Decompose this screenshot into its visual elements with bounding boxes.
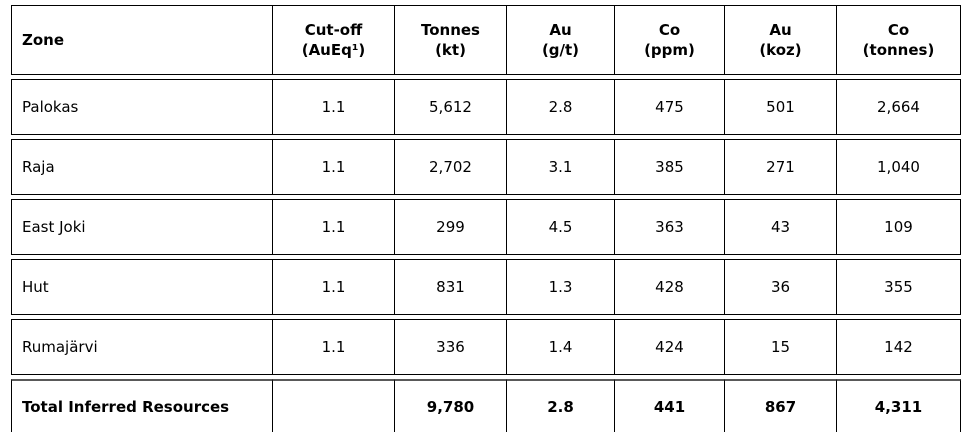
cutoff-cell: 1.1	[273, 199, 395, 255]
table-row: East Joki 1.1 299 4.5 363 43 109	[11, 199, 961, 255]
co_ppm-cell: 424	[615, 319, 725, 375]
au_gt-cell: 2.8	[507, 79, 615, 135]
co_tonnes-cell: 109	[837, 199, 961, 255]
total-au_koz-cell: 867	[725, 379, 837, 432]
table-row: Raja 1.1 2,702 3.1 385 271 1,040	[11, 139, 961, 195]
column-header-cutoff: Cut-off (AuEq¹)	[273, 5, 395, 75]
total-cutoff-cell	[273, 379, 395, 432]
total-co_ppm-cell: 441	[615, 379, 725, 432]
table-body: Palokas 1.1 5,612 2.8 475 501 2,664 Raja 1.1 2,70…	[11, 79, 961, 432]
column-header-co_ppm: Co (ppm)	[615, 5, 725, 75]
au_gt-cell: 1.3	[507, 259, 615, 315]
total-au_gt-cell: 2.8	[507, 379, 615, 432]
zone-cell: Hut	[11, 259, 273, 315]
tonnes-cell: 831	[395, 259, 507, 315]
au_koz-cell: 501	[725, 79, 837, 135]
header-row: Zone Cut-off (AuEq¹) Tonnes (kt) Au (g/t) Co (pp…	[11, 5, 961, 75]
mineral-resources-table: Zone Cut-off (AuEq¹) Tonnes (kt) Au (g/t) Co (pp…	[11, 1, 961, 432]
au_gt-cell: 4.5	[507, 199, 615, 255]
mineral-resources-table-wrap: Zone Cut-off (AuEq¹) Tonnes (kt) Au (g/t) Co (pp…	[11, 1, 961, 432]
co_ppm-cell: 385	[615, 139, 725, 195]
co_tonnes-cell: 142	[837, 319, 961, 375]
zone-cell: Rumajärvi	[11, 319, 273, 375]
total-co_tonnes-cell: 4,311	[837, 379, 961, 432]
column-header-au_koz: Au (koz)	[725, 5, 837, 75]
au_gt-cell: 1.4	[507, 319, 615, 375]
column-header-co_tonnes: Co (tonnes)	[837, 5, 961, 75]
co_tonnes-cell: 355	[837, 259, 961, 315]
table-row: Rumajärvi 1.1 336 1.4 424 15 142	[11, 319, 961, 375]
column-header-tonnes: Tonnes (kt)	[395, 5, 507, 75]
tonnes-cell: 5,612	[395, 79, 507, 135]
total-tonnes-cell: 9,780	[395, 379, 507, 432]
au_koz-cell: 15	[725, 319, 837, 375]
cutoff-cell: 1.1	[273, 139, 395, 195]
table-header: Zone Cut-off (AuEq¹) Tonnes (kt) Au (g/t) Co (pp…	[11, 5, 961, 75]
au_koz-cell: 271	[725, 139, 837, 195]
cutoff-cell: 1.1	[273, 259, 395, 315]
cutoff-cell: 1.1	[273, 319, 395, 375]
tonnes-cell: 299	[395, 199, 507, 255]
zone-cell: Palokas	[11, 79, 273, 135]
table-row: Hut 1.1 831 1.3 428 36 355	[11, 259, 961, 315]
total-zone-cell: Total Inferred Resources	[11, 379, 273, 432]
au_koz-cell: 43	[725, 199, 837, 255]
total-row: Total Inferred Resources 9,780 2.8 441 867 4,…	[11, 379, 961, 432]
column-header-au_gt: Au (g/t)	[507, 5, 615, 75]
column-header-zone: Zone	[11, 5, 273, 75]
co_ppm-cell: 475	[615, 79, 725, 135]
au_koz-cell: 36	[725, 259, 837, 315]
co_ppm-cell: 363	[615, 199, 725, 255]
table-row: Palokas 1.1 5,612 2.8 475 501 2,664	[11, 79, 961, 135]
tonnes-cell: 336	[395, 319, 507, 375]
co_ppm-cell: 428	[615, 259, 725, 315]
cutoff-cell: 1.1	[273, 79, 395, 135]
zone-cell: East Joki	[11, 199, 273, 255]
co_tonnes-cell: 2,664	[837, 79, 961, 135]
au_gt-cell: 3.1	[507, 139, 615, 195]
co_tonnes-cell: 1,040	[837, 139, 961, 195]
tonnes-cell: 2,702	[395, 139, 507, 195]
zone-cell: Raja	[11, 139, 273, 195]
